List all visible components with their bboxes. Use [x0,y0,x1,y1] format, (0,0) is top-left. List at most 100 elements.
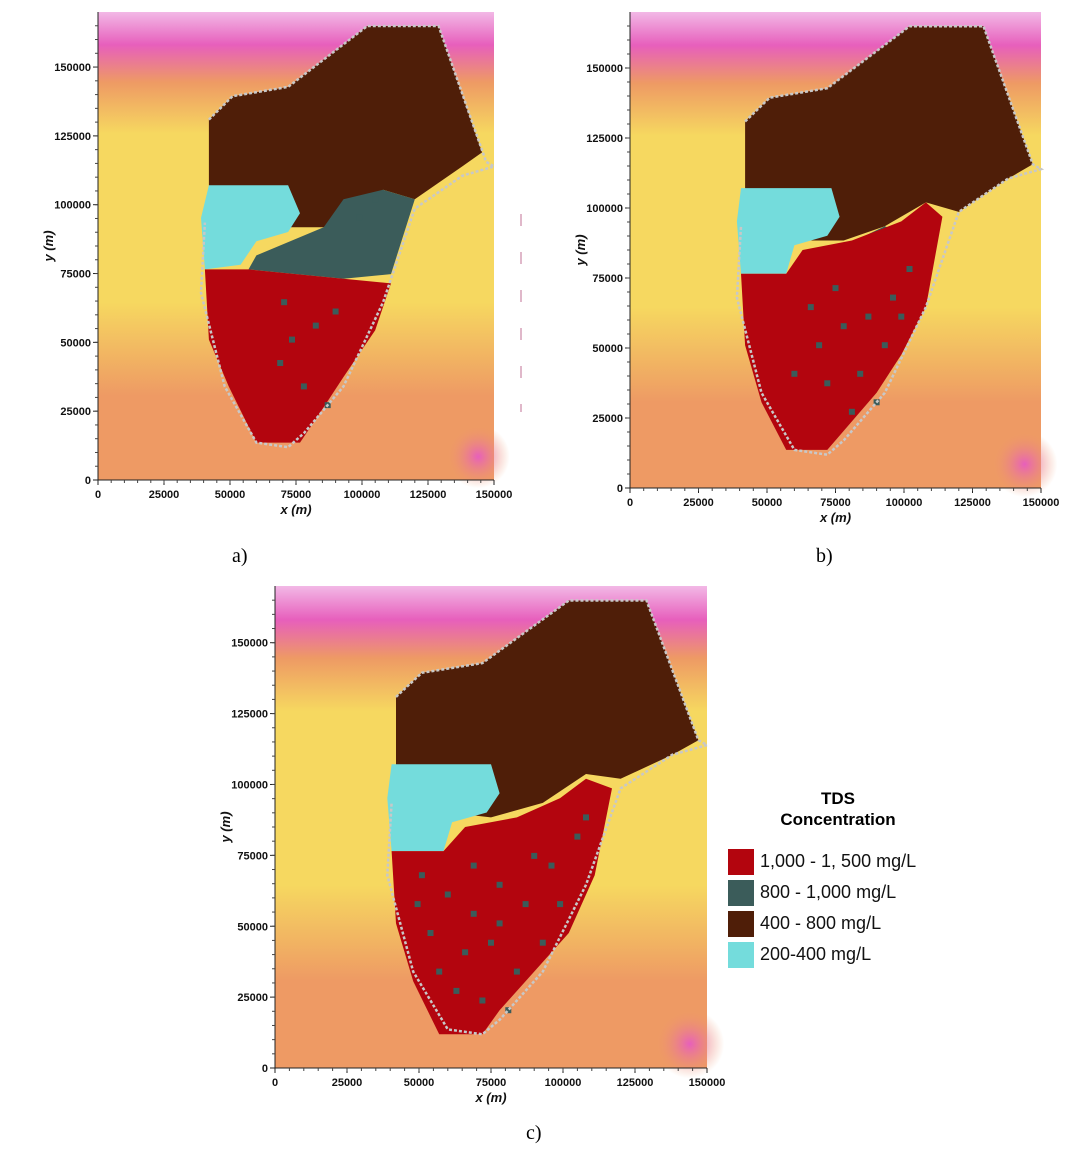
legend-label: 1,000 - 1, 500 mg/L [760,851,917,871]
well-cell [791,370,798,377]
caption-c: c) [526,1122,542,1144]
x-tick-label: 25000 [149,489,180,501]
y-axis-label: y (m) [41,230,56,262]
x-tick-label: 50000 [404,1077,435,1089]
legend-label: 200-400 mg/L [760,944,872,964]
legend-title-line1: TDS [821,789,855,808]
y-tick-label: 125000 [54,131,91,143]
x-axis-label: x (m) [474,1090,506,1105]
y-tick-label: 125000 [586,133,623,145]
legend-item-400-800: 400 - 800 mg/L [728,908,1028,939]
x-axis-label: x (m) [279,502,311,517]
y-tick-label: 100000 [54,200,91,212]
y-tick-label: 150000 [54,62,91,74]
legend-swatch [728,910,754,937]
y-tick-label: 150000 [586,63,623,75]
legend-swatch [728,941,754,968]
zone-200-400 [201,185,300,270]
zone-800-1000 [248,189,415,279]
x-tick-label: 150000 [1023,497,1060,509]
well-cell [470,862,477,869]
map-svg-b: 0 25000 50000 75000 100000 125000 150000 0 25000… [573,12,1060,525]
map-plot-area [275,586,725,1079]
x-tick-label: 50000 [215,489,246,501]
well-cell [332,308,339,315]
map-panel-a: 0 25000 50000 75000 100000 125000 150000 0 25000… [41,6,512,517]
well-cell [488,939,494,946]
well-cell [865,313,872,320]
tds-legend: TDS Concentration 1,000 - 1, 500 mg/L 80… [728,788,1028,970]
x-tick-label: 100000 [545,1077,582,1089]
hotspot-patch [991,431,1058,498]
well-cell [453,987,460,994]
well-cell [574,833,581,840]
well-cell [848,408,855,415]
aquifer-boundary [386,599,711,1036]
y-tick-label: 25000 [60,406,91,418]
well-cell [557,901,564,908]
y-tick-label: 100000 [231,779,268,791]
x-tick-label: 0 [272,1077,278,1089]
well-cell [444,891,451,898]
zone-400-800 [396,600,699,818]
x-tick-label: 25000 [332,1077,363,1089]
well-cell [531,852,538,859]
legend-swatch [728,879,754,906]
x-tick-label: 0 [627,497,633,509]
map-panel-b: 0 25000 50000 75000 100000 125000 150000 0 25000… [573,6,1060,536]
zone-400-800 [745,26,1033,241]
well-cell [548,862,555,869]
x-tick-label: 100000 [344,489,381,501]
map-plot-area [98,12,510,489]
y-tick-label: 75000 [592,273,623,285]
x-tick-label: 150000 [689,1077,726,1089]
well-cell [300,383,307,390]
y-tick-label: 0 [617,483,623,495]
aquifer-boundary [199,24,498,449]
well-cell [496,920,503,927]
legend-item-1000-1500: 1,000 - 1, 500 mg/L [728,846,1028,877]
x-tick-label: 25000 [683,497,714,509]
legend-item-800-1000: 800 - 1,000 mg/L [728,877,1028,908]
map-svg-a: 0 25000 50000 75000 100000 125000 150000 0 25000… [41,12,512,517]
well-cell [479,997,486,1004]
well-cell [881,342,888,349]
caption-b: b) [816,545,833,567]
well-cell [857,370,864,377]
axes: 0 25000 50000 75000 100000 125000 150000 0 25000… [41,12,512,517]
well-cell [312,322,319,329]
x-axis-label: x (m) [819,510,851,525]
well-cell [427,930,434,936]
x-tick-label: 0 [95,489,101,501]
well-cell [898,313,905,320]
well-cell [462,949,469,956]
legend-label: 800 - 1,000 mg/L [760,882,897,902]
map-panel-c: 0 25000 50000 75000 100000 125000 150000 0 25000… [218,578,725,1118]
y-tick-label: 125000 [231,709,268,721]
y-tick-label: 50000 [60,337,91,349]
y-tick-label: 100000 [586,203,623,215]
y-tick-label: 75000 [60,269,91,281]
x-tick-label: 100000 [886,497,923,509]
y-axis-label: y (m) [573,234,588,266]
x-tick-label: 125000 [410,489,447,501]
legend-title-line2: Concentration [780,810,896,829]
y-tick-label: 150000 [231,638,268,650]
divider-dashes [520,214,522,412]
axes: 0 25000 50000 75000 100000 125000 150000 0 25000… [218,586,725,1105]
hotspot-patch [655,1009,725,1079]
well-cell [807,304,814,311]
well-cell [277,360,284,366]
y-tick-label: 0 [262,1063,268,1075]
caption-a: a) [232,545,248,567]
well-cell [890,294,896,301]
y-tick-label: 50000 [592,343,623,355]
well-cell [414,901,421,908]
well-cell [418,872,425,879]
well-cell [816,342,823,349]
x-tick-label: 75000 [820,497,851,509]
y-axis-label: y (m) [218,811,233,843]
zone-400-800 [208,26,483,228]
x-tick-label: 125000 [617,1077,654,1089]
x-tick-label: 150000 [476,489,513,501]
